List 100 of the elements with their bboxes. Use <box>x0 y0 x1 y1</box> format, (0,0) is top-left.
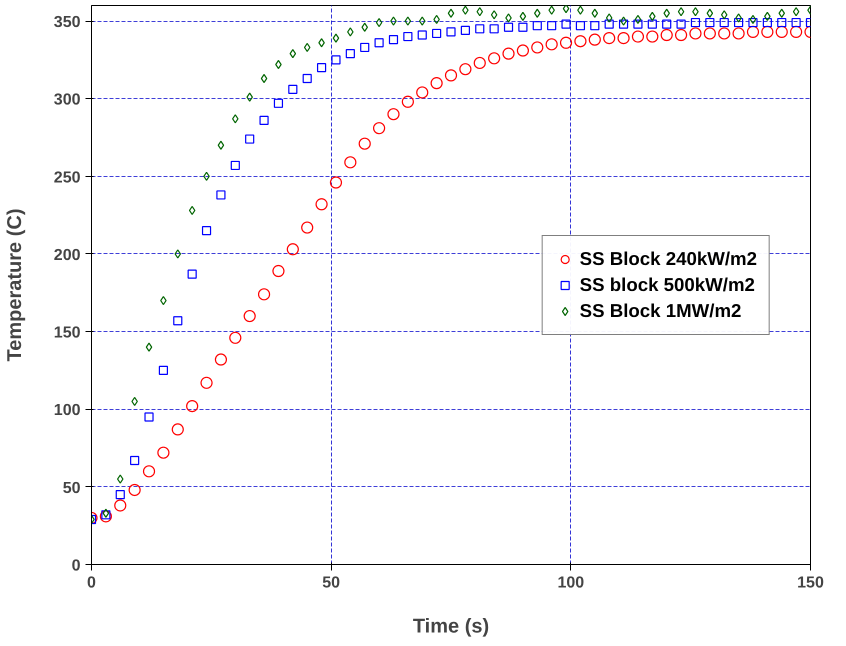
point <box>444 69 458 82</box>
y-tick-label: 350 <box>54 14 81 32</box>
y-tick-label: 0 <box>72 558 81 574</box>
point <box>574 35 587 48</box>
point <box>634 14 642 24</box>
point <box>531 41 544 54</box>
point <box>290 49 296 58</box>
point <box>346 49 355 58</box>
point <box>792 7 800 16</box>
point <box>274 98 284 108</box>
legend-label: SS block 500kW/m2 <box>580 274 755 296</box>
point <box>547 21 556 30</box>
point <box>720 18 729 28</box>
point <box>490 10 498 20</box>
point <box>603 32 616 44</box>
point <box>750 14 756 24</box>
point <box>604 20 614 29</box>
point <box>347 27 354 36</box>
point <box>475 24 484 34</box>
point <box>360 42 370 52</box>
point <box>430 77 443 90</box>
point <box>344 156 356 168</box>
point <box>316 63 326 72</box>
point <box>474 56 486 70</box>
point <box>259 116 269 126</box>
point <box>245 134 254 144</box>
point <box>116 474 124 484</box>
point <box>318 38 325 48</box>
point <box>490 24 499 34</box>
point <box>200 376 213 389</box>
point <box>376 18 382 28</box>
point <box>676 20 686 29</box>
point <box>272 264 285 278</box>
point <box>662 20 672 29</box>
legend-label: SS Block 240kW/m2 <box>580 248 757 270</box>
point <box>315 198 328 210</box>
y-tick-label: 250 <box>54 169 81 186</box>
y-tick-label: 200 <box>54 246 81 264</box>
point <box>646 30 658 43</box>
point <box>142 465 156 478</box>
point <box>462 6 469 15</box>
point <box>358 138 371 150</box>
x-tick-label: 150 <box>797 574 824 592</box>
point <box>418 16 426 26</box>
x-tick-label: 0 <box>87 574 96 592</box>
point <box>144 412 154 422</box>
point <box>100 510 112 522</box>
point <box>402 96 414 108</box>
point <box>332 34 340 43</box>
point <box>778 8 786 18</box>
point <box>762 18 772 28</box>
point <box>202 226 212 236</box>
point <box>561 20 571 29</box>
point <box>633 20 643 29</box>
y-tick-label: 150 <box>54 324 81 342</box>
point <box>562 6 570 14</box>
point <box>632 30 644 43</box>
point <box>460 26 470 35</box>
point <box>403 32 412 42</box>
point <box>588 34 601 46</box>
x-tick-label: 100 <box>557 574 584 592</box>
point <box>516 44 529 57</box>
point <box>505 13 512 23</box>
point <box>404 16 412 26</box>
point <box>518 22 528 32</box>
point <box>617 32 630 44</box>
point <box>532 21 542 30</box>
point <box>114 499 126 512</box>
point <box>649 12 656 21</box>
y-axis-title: Temperature (C) <box>4 208 26 362</box>
point <box>433 14 440 24</box>
point <box>590 21 600 30</box>
point <box>188 206 196 216</box>
point <box>172 423 184 436</box>
point <box>792 18 801 28</box>
x-axis-title: Time (s) <box>412 616 490 638</box>
point <box>173 316 182 326</box>
point <box>130 456 140 466</box>
point <box>705 18 714 28</box>
point <box>459 63 472 76</box>
point <box>776 26 788 38</box>
point <box>216 190 226 200</box>
point <box>229 332 242 344</box>
point <box>690 18 700 28</box>
point <box>548 6 555 15</box>
point <box>158 366 168 376</box>
point <box>387 108 400 120</box>
y-tick-label: 50 <box>62 480 81 497</box>
point <box>330 176 342 189</box>
point <box>304 42 310 52</box>
point <box>390 16 397 26</box>
point <box>674 28 688 42</box>
point <box>534 8 541 18</box>
point <box>244 310 256 322</box>
point <box>186 400 198 412</box>
point <box>448 8 454 18</box>
point <box>232 114 239 124</box>
point <box>476 7 484 16</box>
legend-label: SS Block 1MW/m2 <box>580 300 742 322</box>
point <box>301 221 314 234</box>
